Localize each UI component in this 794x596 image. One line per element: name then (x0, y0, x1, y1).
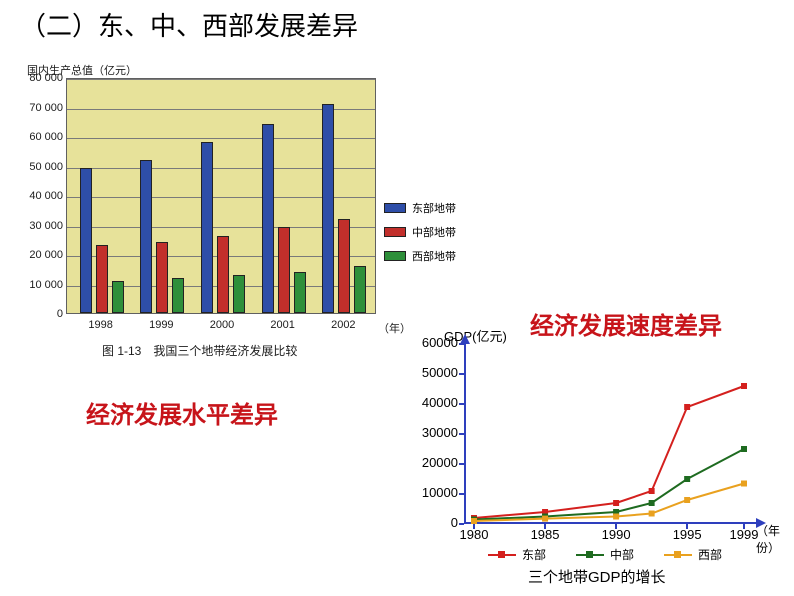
bar-plot-area: 010 00020 00030 00040 00050 00060 00070 … (66, 78, 376, 314)
series-marker (649, 488, 655, 494)
line-ytick: 20000 (412, 455, 458, 470)
xtick-mark (743, 524, 745, 529)
line-ytick: 30000 (412, 425, 458, 440)
series-marker (613, 514, 619, 520)
series-marker (684, 476, 690, 482)
bar (322, 104, 334, 313)
bar (233, 275, 245, 313)
bar-chart: 国内生产总值（亿元） 010 00020 00030 00040 00050 0… (22, 62, 472, 362)
gridline (67, 79, 375, 80)
line-x-unit: （年份） (756, 522, 784, 556)
bar-ytick: 40 000 (23, 190, 63, 202)
line-ytick: 10000 (412, 485, 458, 500)
legend-marker (586, 551, 593, 558)
bar (96, 245, 108, 313)
legend-label: 中部 (610, 546, 634, 563)
bar-ytick: 50 000 (23, 161, 63, 173)
bar (262, 124, 274, 313)
series-marker (542, 516, 548, 522)
bar-xtick: 2001 (256, 319, 310, 331)
bar (294, 272, 306, 313)
bar-xtick: 1998 (74, 319, 128, 331)
bar (338, 219, 350, 313)
xtick-mark (544, 524, 546, 529)
legend-item: 西部 (664, 546, 722, 563)
xtick-mark (615, 524, 617, 529)
bar-xtick: 2000 (195, 319, 249, 331)
legend-item: 东部 (488, 546, 546, 563)
bar (156, 242, 168, 313)
line-xtick: 1995 (662, 527, 712, 542)
legend-label: 西部地带 (412, 248, 456, 264)
line-chart: GDP(亿元) 01000020000300004000050000600001… (398, 326, 784, 586)
legend-swatch (384, 251, 406, 261)
bar-ytick: 30 000 (23, 220, 63, 232)
line-series-svg (464, 344, 754, 524)
bar-ytick: 80 000 (23, 72, 63, 84)
xtick-mark (473, 524, 475, 529)
bar-caption: 图 1-13 我国三个地带经济发展比较 (102, 342, 297, 359)
bar-ytick: 60 000 (23, 131, 63, 143)
bar (112, 281, 124, 313)
legend-label: 东部 (522, 546, 546, 563)
bar-xtick: 2002 (316, 319, 370, 331)
line-ytick: 40000 (412, 395, 458, 410)
legend-swatch (384, 203, 406, 213)
series-line (474, 449, 744, 520)
xtick-mark (686, 524, 688, 529)
line-caption: 三个地带GDP的增长 (528, 566, 666, 587)
bar-xtick: 1999 (134, 319, 188, 331)
bar-legend: 东部地带中部地带西部地带 (384, 200, 456, 272)
series-marker (741, 383, 747, 389)
bar (80, 168, 92, 313)
section-heading: （二）东、中、西部发展差异 (20, 6, 358, 43)
bar (217, 236, 229, 313)
legend-swatch (384, 227, 406, 237)
bar (201, 142, 213, 313)
line-legend: 东部 中部 西部 (488, 546, 722, 563)
bar-ytick: 10 000 (23, 279, 63, 291)
line-xtick: 1980 (449, 527, 499, 542)
legend-line (576, 554, 604, 556)
bar-ytick: 0 (23, 308, 63, 320)
line-xtick: 1985 (520, 527, 570, 542)
bar-ytick: 70 000 (23, 102, 63, 114)
bar-ytick: 20 000 (23, 249, 63, 261)
legend-item: 西部地带 (384, 248, 456, 264)
bar (172, 278, 184, 313)
legend-item: 中部 (576, 546, 634, 563)
series-marker (741, 481, 747, 487)
line-ytick: 60000 (412, 335, 458, 350)
legend-label: 西部 (698, 546, 722, 563)
bar (140, 160, 152, 313)
legend-line (488, 554, 516, 556)
legend-label: 东部地带 (412, 200, 456, 216)
legend-marker (498, 551, 505, 558)
series-marker (741, 446, 747, 452)
legend-item: 东部地带 (384, 200, 456, 216)
series-line (474, 386, 744, 518)
series-marker (613, 500, 619, 506)
line-ytick: 50000 (412, 365, 458, 380)
series-marker (649, 511, 655, 517)
series-marker (649, 500, 655, 506)
series-marker (471, 518, 477, 524)
series-marker (684, 404, 690, 410)
bar (354, 266, 366, 313)
legend-line (664, 554, 692, 556)
series-marker (684, 497, 690, 503)
label-level-diff: 经济发展水平差异 (86, 395, 278, 430)
legend-label: 中部地带 (412, 224, 456, 240)
legend-item: 中部地带 (384, 224, 456, 240)
legend-marker (674, 551, 681, 558)
bar (278, 227, 290, 313)
line-plot-area: 0100002000030000400005000060000198019851… (464, 344, 754, 524)
line-xtick: 1990 (591, 527, 641, 542)
